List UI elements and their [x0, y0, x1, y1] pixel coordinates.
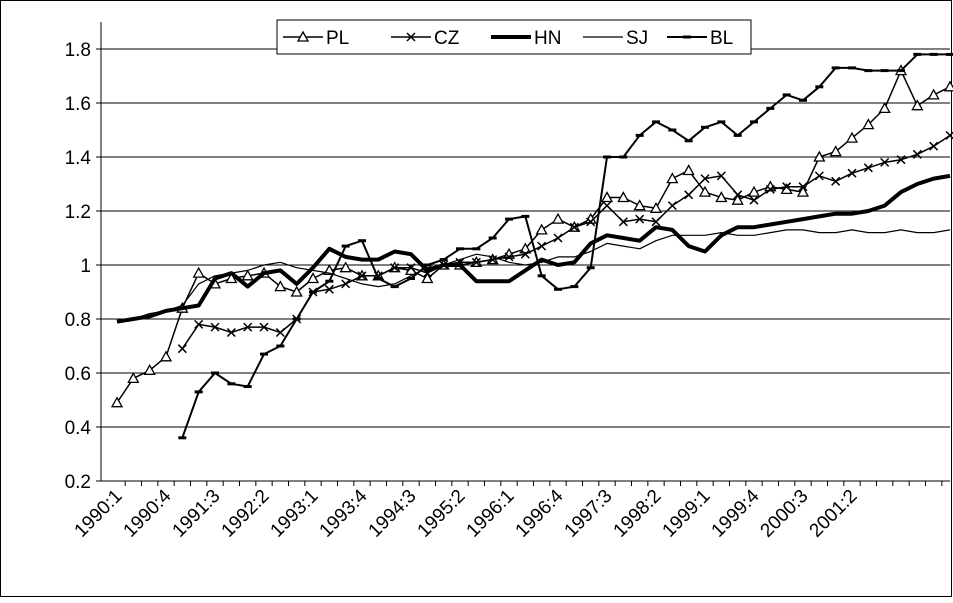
point — [617, 191, 630, 203]
point — [296, 30, 310, 42]
point — [210, 322, 220, 332]
point — [749, 195, 759, 205]
point — [667, 201, 677, 211]
y-tick-label: 1.2 — [65, 202, 91, 223]
point — [715, 191, 728, 203]
point — [390, 263, 400, 273]
point — [192, 266, 205, 278]
series-line — [116, 173, 951, 324]
y-tick-label: 1.4 — [65, 148, 92, 169]
point — [535, 223, 548, 235]
point — [716, 171, 726, 181]
y-tick-label: 0.4 — [65, 418, 92, 439]
point — [159, 350, 173, 362]
series-line — [181, 53, 950, 439]
point — [635, 214, 645, 224]
point — [551, 212, 565, 224]
point — [406, 32, 416, 42]
point — [813, 150, 826, 162]
point — [929, 141, 939, 151]
point — [698, 185, 712, 197]
legend: PL CZ HN SJ BL — [276, 19, 752, 55]
point — [782, 182, 792, 192]
point — [537, 241, 547, 251]
point — [878, 102, 891, 114]
point — [863, 163, 873, 173]
point — [733, 190, 743, 200]
point — [880, 157, 890, 167]
point — [471, 257, 481, 267]
point — [275, 327, 285, 338]
point — [406, 263, 416, 273]
point — [241, 269, 254, 281]
legend-label: BL — [710, 28, 733, 49]
point — [306, 272, 320, 284]
point — [731, 193, 744, 205]
point — [225, 272, 238, 284]
point — [339, 261, 352, 273]
point — [862, 118, 875, 130]
point — [274, 280, 287, 292]
y-tick-label: 0.2 — [65, 472, 91, 493]
series-line — [116, 69, 951, 404]
legend-label: PL — [326, 28, 349, 49]
point — [911, 99, 924, 111]
point — [747, 185, 761, 197]
point — [226, 327, 236, 338]
point — [602, 201, 612, 211]
point — [519, 242, 532, 254]
y-tick-label: 0.6 — [65, 364, 91, 385]
point — [110, 396, 124, 408]
point — [798, 182, 808, 192]
point — [520, 249, 530, 259]
point — [845, 131, 859, 143]
point — [259, 322, 269, 332]
point — [765, 184, 775, 194]
point — [912, 149, 922, 159]
point — [324, 284, 334, 294]
point — [421, 272, 434, 284]
point — [618, 217, 628, 227]
point — [143, 363, 156, 375]
point — [700, 174, 710, 184]
y-tick-label: 1 — [80, 256, 91, 277]
point — [651, 217, 661, 227]
series-line — [116, 229, 951, 323]
point — [633, 199, 646, 211]
point — [600, 191, 614, 203]
point — [847, 168, 857, 178]
legend-label: CZ — [434, 28, 460, 49]
y-tick-label: 1.8 — [65, 40, 91, 61]
point — [896, 155, 906, 165]
point — [290, 285, 303, 297]
legend-label: HN — [534, 28, 561, 49]
point — [684, 190, 694, 200]
point — [357, 271, 367, 281]
point — [831, 176, 841, 186]
y-tick-label: 1.6 — [65, 94, 91, 115]
point — [649, 201, 663, 213]
point — [504, 252, 514, 262]
point — [682, 164, 695, 176]
point — [796, 185, 810, 197]
point — [553, 233, 563, 243]
point — [829, 145, 842, 157]
point — [127, 372, 140, 384]
point — [341, 279, 351, 289]
point — [666, 172, 679, 184]
point — [243, 322, 253, 332]
point — [177, 344, 187, 354]
point — [927, 88, 940, 100]
y-tick-label: 0.8 — [65, 310, 91, 331]
point — [194, 319, 204, 329]
point — [814, 171, 824, 181]
point — [569, 222, 579, 232]
legend-label: SJ — [626, 28, 648, 49]
point — [586, 217, 596, 227]
